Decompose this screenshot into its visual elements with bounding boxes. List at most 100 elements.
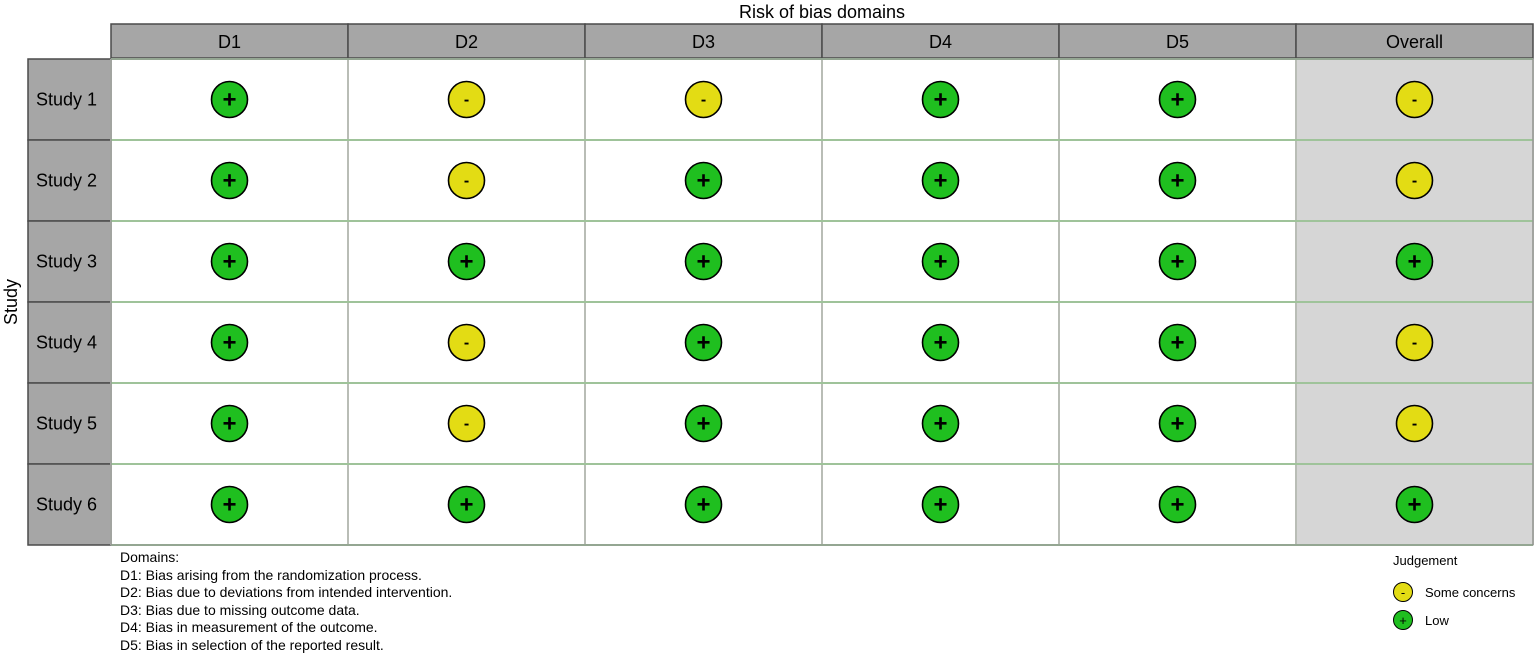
row-label: Study 2	[36, 171, 97, 191]
chart-title: Risk of bias domains	[739, 2, 905, 22]
judgement-legend-title: Judgement	[1393, 553, 1458, 568]
low-risk-marker	[1158, 485, 1197, 524]
some-concerns-icon: -	[1393, 582, 1413, 602]
judgement-symbol: -	[1412, 173, 1417, 190]
judgement-symbol: +	[222, 168, 236, 195]
judgement-symbol: -	[464, 173, 469, 190]
legend-symbol: +	[1399, 612, 1407, 628]
domain-def-d1: D1: Bias arising from the randomization …	[120, 566, 422, 583]
judgement-symbol: +	[933, 87, 947, 114]
low-risk-marker	[210, 80, 249, 119]
some-concerns-marker	[684, 80, 723, 119]
judgement-symbol: -	[464, 92, 469, 109]
judgement-symbol: +	[222, 249, 236, 276]
judgement-symbol: +	[933, 411, 947, 438]
judgement-symbol: +	[696, 330, 710, 357]
judgement-symbol: +	[933, 249, 947, 276]
judgement-symbol: +	[1170, 249, 1184, 276]
judgement-symbol: +	[1170, 87, 1184, 114]
legend-symbol: -	[1400, 584, 1406, 600]
domains-legend: Domains: D1: Bias arising from the rando…	[120, 549, 452, 654]
some-concerns-marker	[1395, 404, 1434, 443]
risk-of-bias-chart: Risk of bias domains Study D1 D2 D3 D4 D5 Ove…	[1, 2, 1534, 546]
low-risk-marker	[1158, 80, 1197, 119]
some-concerns-marker	[447, 323, 486, 362]
some-concerns-marker	[1395, 323, 1434, 362]
low-risk-marker	[210, 323, 249, 362]
judgement-symbol: +	[933, 492, 947, 519]
low-risk-marker	[1158, 323, 1197, 362]
judgement-symbol: +	[696, 492, 710, 519]
domain-def-d4: D4: Bias in measurement of the outcome.	[120, 619, 378, 635]
judgement-symbol: +	[1170, 492, 1184, 519]
column-header-label: D4	[929, 32, 952, 52]
judgement-symbol: -	[464, 416, 469, 433]
low-risk-marker	[1158, 242, 1197, 281]
column-header-d1	[110, 23, 349, 59]
domain-def-d5: D5: Bias in selection of the reported re…	[120, 636, 384, 653]
judgement-symbol: -	[1412, 335, 1417, 352]
row-label-cell	[27, 220, 112, 303]
low-risk-marker	[1158, 161, 1197, 200]
low-risk-marker	[921, 404, 960, 443]
judgement-symbol: +	[696, 249, 710, 276]
low-risk-icon: +	[1393, 610, 1413, 630]
judgement-symbol: +	[1170, 168, 1184, 195]
judgement-symbol: +	[696, 168, 710, 195]
low-risk-marker	[921, 80, 960, 119]
judgement-symbol: +	[696, 411, 710, 438]
column-header-d3	[584, 23, 823, 59]
judgement-symbol: +	[933, 330, 947, 357]
judgement-symbol: +	[222, 411, 236, 438]
judgement-symbol: +	[222, 87, 236, 114]
low-risk-marker	[447, 485, 486, 524]
judgement-symbol: -	[464, 335, 469, 352]
low-risk-marker	[447, 242, 486, 281]
grid-border	[110, 58, 1534, 546]
low-risk-marker	[921, 323, 960, 362]
judgement-symbol: +	[459, 492, 473, 519]
column-header-label: D3	[692, 32, 715, 52]
some-concerns-marker	[1395, 161, 1434, 200]
row-label: Study 3	[36, 252, 97, 272]
row-label: Study 4	[36, 333, 97, 353]
low-risk-marker	[210, 404, 249, 443]
column-header-d2	[347, 23, 586, 59]
low-risk-marker	[1395, 485, 1434, 524]
some-concerns-marker	[447, 161, 486, 200]
legend-item-low: + Low	[1393, 606, 1535, 634]
column-header-label: D1	[218, 32, 241, 52]
low-risk-marker	[684, 485, 723, 524]
column-header-label: Overall	[1386, 32, 1443, 52]
row-label: Study 5	[36, 414, 97, 434]
judgement-symbol: +	[1407, 492, 1421, 519]
low-risk-marker	[921, 242, 960, 281]
row-label-cell	[27, 463, 112, 546]
judgement-symbol: -	[1412, 416, 1417, 433]
low-risk-marker	[210, 485, 249, 524]
judgement-symbol: +	[1407, 249, 1421, 276]
judgement-symbol: +	[222, 330, 236, 357]
low-risk-marker	[684, 161, 723, 200]
judgement-symbol: +	[459, 249, 473, 276]
low-risk-marker	[1395, 242, 1434, 281]
row-label-cell	[27, 139, 112, 222]
judgement-symbol: -	[1412, 92, 1417, 109]
judgement-symbol: +	[1170, 330, 1184, 357]
judgement-legend: Judgement - Some concerns + Low	[1393, 553, 1535, 634]
domain-def-d2: D2: Bias due to deviations from intended…	[120, 584, 453, 600]
some-concerns-marker	[1395, 80, 1434, 119]
row-label: Study 1	[36, 90, 97, 110]
row-label: Study 6	[36, 495, 97, 515]
low-risk-marker	[210, 242, 249, 281]
judgement-symbol: +	[933, 168, 947, 195]
legend-item-some-concerns: - Some concerns	[1393, 578, 1535, 606]
low-risk-marker	[210, 161, 249, 200]
row-label-cell	[27, 301, 112, 384]
low-risk-marker	[1158, 404, 1197, 443]
legend-label: Low	[1425, 612, 1449, 628]
low-risk-marker	[921, 161, 960, 200]
some-concerns-marker	[447, 80, 486, 119]
low-risk-marker	[684, 323, 723, 362]
domains-heading: Domains:	[120, 549, 180, 565]
